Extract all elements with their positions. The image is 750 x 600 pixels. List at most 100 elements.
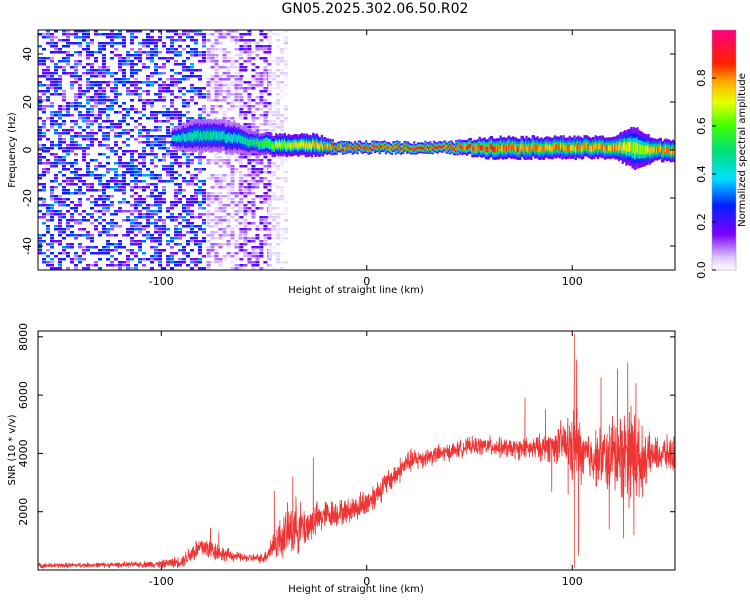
spectrogram-noise-cell	[186, 30, 190, 33]
spectrogram-noise-cell	[90, 63, 94, 66]
spectrogram-noise-cell	[94, 261, 98, 264]
spectrogram-noise-cell	[154, 240, 158, 243]
spectrogram-noise-cell	[130, 84, 134, 87]
spectrogram-noise-cell	[162, 267, 166, 270]
spectrogram-noise-cell	[82, 72, 86, 75]
spectrogram-noise-cell	[110, 222, 114, 225]
spectrogram-ridge-cell	[424, 144, 427, 148]
spectrogram-noise-cell	[263, 117, 268, 120]
spectrogram-ridge-cell	[516, 146, 519, 153]
spectrogram-noise-cell	[230, 57, 235, 60]
spectrogram-noise-cell	[154, 126, 158, 129]
spectrogram-noise-cell	[74, 222, 78, 225]
spectrogram-noise-cell	[118, 165, 122, 168]
spectrogram-noise-cell	[186, 171, 190, 174]
spectrogram-noise-cell	[38, 117, 42, 120]
spectrogram-noise-cell	[126, 249, 130, 252]
spectrogram-noise-cell	[86, 33, 90, 36]
spectrogram-noise-cell	[54, 144, 58, 147]
spectrogram-noise-cell	[90, 264, 94, 267]
spectrogram-noise-cell	[58, 123, 62, 126]
spectrogram-noise-cell	[284, 111, 289, 114]
spectrogram-noise-cell	[142, 105, 146, 108]
spectrogram-noise-cell	[66, 183, 70, 186]
spectrogram-noise-cell	[54, 228, 58, 231]
spectrogram-noise-cell	[74, 69, 78, 72]
spectrogram-noise-cell	[90, 159, 94, 162]
spectrogram-noise-cell	[284, 78, 289, 81]
spectrogram-noise-cell	[150, 240, 154, 243]
spectrogram-noise-cell	[202, 237, 206, 240]
spectrogram-ridge-cell	[598, 143, 601, 150]
spectrogram-noise-cell	[90, 174, 94, 177]
spectrogram-noise-cell	[106, 186, 110, 189]
spectrogram-noise-cell	[263, 186, 268, 189]
spectrogram-noise-cell	[74, 81, 78, 84]
spectrogram-ridge-cell	[552, 144, 555, 151]
spectrogram-noise-cell	[166, 90, 170, 93]
spectrogram-noise-cell	[226, 78, 231, 81]
spectrogram-noise-cell	[54, 90, 58, 93]
spectrogram-noise-cell	[122, 153, 126, 156]
spectrogram-noise-cell	[243, 87, 248, 90]
spectrogram-noise-cell	[118, 78, 122, 81]
spectrogram-noise-cell	[247, 99, 252, 102]
spectrogram-ridge-cell	[225, 134, 228, 144]
spectrogram-noise-cell	[130, 213, 134, 216]
spectrogram-noise-cell	[158, 126, 162, 129]
spectrogram-noise-cell	[82, 36, 86, 39]
spectrogram-noise-cell	[114, 210, 118, 213]
spectrogram-noise-cell	[276, 216, 281, 219]
spectrogram-noise-cell	[234, 81, 239, 84]
spectrogram-noise-cell	[102, 42, 106, 45]
spectrogram-noise-cell	[66, 255, 70, 258]
spectrogram-noise-cell	[54, 36, 58, 39]
spectrogram-ridge-cell	[430, 147, 433, 150]
spectrogram-noise-cell	[54, 195, 58, 198]
spectrogram-noise-cell	[42, 132, 46, 135]
spectrogram-noise-cell	[230, 192, 235, 195]
spectrogram-noise-cell	[142, 108, 146, 111]
spectrogram-ridge-cell	[318, 144, 321, 150]
spectrogram-noise-cell	[86, 51, 90, 54]
spectrogram-noise-cell	[62, 123, 66, 126]
spectrogram-noise-cell	[126, 60, 130, 63]
snr-y-tick-label: 6000	[17, 381, 30, 409]
spectrogram-noise-cell	[247, 159, 252, 162]
spectrogram-noise-cell	[126, 267, 130, 270]
spectrogram-noise-cell	[170, 180, 174, 183]
spectrogram-noise-cell	[170, 102, 174, 105]
spectrogram-noise-cell	[74, 105, 78, 108]
spectrogram-ridge-cell	[494, 146, 497, 153]
spectrogram-noise-cell	[162, 222, 166, 225]
spectrogram-ridge-cell	[356, 147, 359, 151]
spectrogram-ridge-cell	[548, 144, 551, 151]
spectrogram-noise-cell	[134, 192, 138, 195]
spectrogram-noise-cell	[194, 243, 198, 246]
spectrogram-noise-cell	[150, 162, 154, 165]
spectrogram-noise-cell	[134, 207, 138, 210]
spectrogram-noise-cell	[174, 228, 178, 231]
spectrogram-noise-cell	[98, 210, 102, 213]
spectrogram-noise-cell	[110, 90, 114, 93]
spectrogram-noise-cell	[66, 267, 70, 270]
spectrogram-ridge-cell	[611, 144, 614, 151]
spectrogram-noise-cell	[122, 246, 126, 249]
spectrogram-ridge-cell	[229, 134, 232, 144]
spectrogram-noise-cell	[218, 234, 223, 237]
spectrogram-noise-cell	[166, 57, 170, 60]
spectrogram-noise-cell	[158, 66, 162, 69]
spectrogram-noise-cell	[138, 210, 142, 213]
spectrogram-noise-cell	[82, 192, 86, 195]
spectrogram-noise-cell	[198, 114, 202, 117]
spectrogram-noise-cell	[222, 57, 227, 60]
spectrogram-noise-cell	[206, 240, 211, 243]
spectrogram-noise-cell	[74, 204, 78, 207]
spectrogram-ridge-cell	[504, 145, 507, 152]
spectrogram-noise-cell	[280, 165, 285, 168]
spectrogram-noise-cell	[98, 141, 102, 144]
spectrogram-noise-cell	[102, 201, 106, 204]
spectrogram-noise-cell	[70, 171, 74, 174]
snr-y-tick-label: 8000	[17, 323, 30, 351]
spectrogram-ridge-cell	[297, 143, 300, 150]
